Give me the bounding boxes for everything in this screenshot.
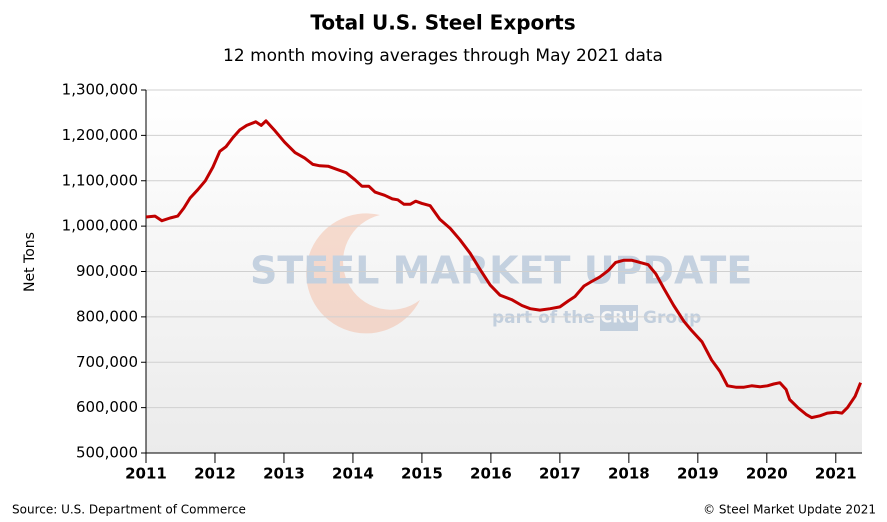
chart-title: Total U.S. Steel Exports xyxy=(310,11,575,35)
data-line xyxy=(145,119,862,420)
x-tick-label: 2016 xyxy=(470,465,512,483)
y-axis-label: Net Tons xyxy=(22,232,38,292)
y-tick-label: 1,300,000 xyxy=(62,81,138,99)
watermark-part-of: part of the xyxy=(492,308,595,328)
y-tick-label: 700,000 xyxy=(76,353,138,371)
x-tick-label: 2012 xyxy=(194,465,236,483)
x-tick-label: 2019 xyxy=(677,465,719,483)
copyright-note: © Steel Market Update 2021 xyxy=(703,503,876,517)
watermark: STEEL MARKET UPDATE part of the CRU Grou… xyxy=(250,213,752,334)
watermark-group: Group xyxy=(643,308,701,328)
y-tick-label: 1,200,000 xyxy=(62,126,138,144)
watermark-brand: STEEL MARKET UPDATE xyxy=(250,249,752,293)
source-note: Source: U.S. Department of Commerce xyxy=(12,503,246,517)
watermark-logo xyxy=(306,213,420,334)
y-tick-label: 600,000 xyxy=(76,398,138,416)
watermark-cru-box xyxy=(600,305,638,331)
y-tick-label: 500,000 xyxy=(76,444,138,462)
x-tick-label: 2021 xyxy=(815,465,857,483)
x-tick-label: 2014 xyxy=(332,465,374,483)
x-tick-label: 2020 xyxy=(746,465,788,483)
x-tick-label: 2011 xyxy=(125,465,167,483)
x-tick-label: 2018 xyxy=(608,465,650,483)
chart-subtitle: 12 month moving averages through May 202… xyxy=(223,46,663,66)
x-tick-label: 2013 xyxy=(263,465,305,483)
x-tick-label: 2017 xyxy=(539,465,581,483)
y-tick-label: 1,000,000 xyxy=(62,217,138,235)
y-tick-label: 800,000 xyxy=(76,307,138,325)
y-tick-label: 900,000 xyxy=(76,262,138,280)
x-tick-label: 2015 xyxy=(401,465,443,483)
y-tick-label: 1,100,000 xyxy=(62,171,138,189)
